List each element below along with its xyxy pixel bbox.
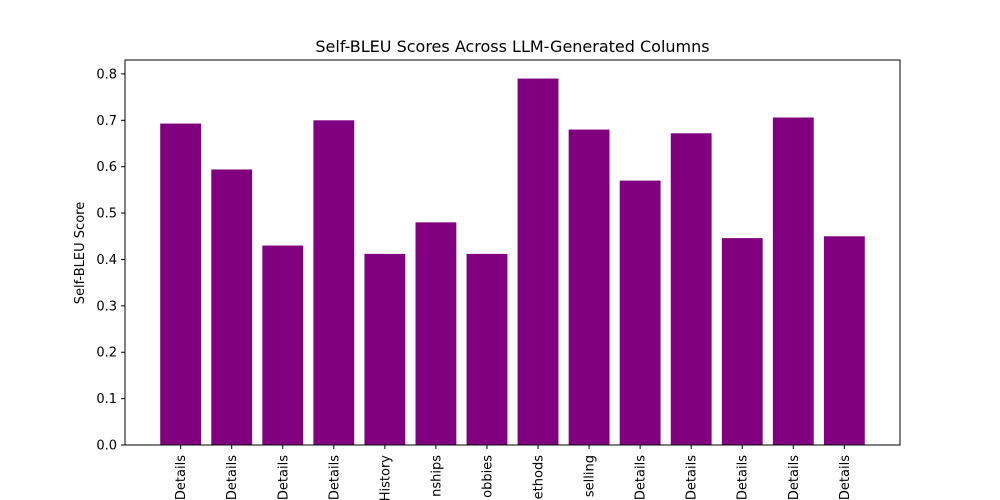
bar-5	[415, 222, 457, 445]
bar-4	[364, 253, 406, 445]
bar-11	[721, 238, 763, 445]
x-tick-label-6: obbies	[480, 455, 495, 498]
y-axis-ticks: 0.0 0.1 0.2 0.3 0.4 0.5 0.6 0.7 0.8	[96, 67, 125, 454]
x-tick-label-1: Details	[225, 455, 240, 500]
x-tick-label-11: Details	[736, 455, 751, 500]
y-tick-label-0: 0.0	[96, 439, 117, 454]
bar-12	[772, 117, 814, 446]
chart-title: Self-BLEU Scores Across LLM-Generated Co…	[315, 37, 709, 56]
x-tick-label-7: ethods	[532, 455, 547, 500]
x-tick-label-4: History	[378, 455, 393, 500]
x-tick-label-8: selling	[583, 455, 598, 497]
x-tick-label-0: Details	[174, 455, 189, 500]
bar-7	[517, 78, 559, 446]
x-tick-label-2: Details	[276, 455, 291, 500]
bar-13	[823, 236, 865, 445]
bars-group	[160, 78, 865, 446]
y-axis-label: Self-BLEU Score	[73, 202, 88, 304]
x-tick-label-12: Details	[787, 455, 802, 500]
plot-frame	[124, 59, 901, 446]
x-tick-label-5: nships	[429, 455, 444, 497]
x-tick-label-10: Details	[685, 455, 700, 500]
bar-0	[160, 123, 202, 446]
y-tick-label-6: 0.6	[96, 160, 117, 175]
bar-10	[670, 133, 712, 445]
bar-2	[262, 245, 304, 445]
y-tick-label-5: 0.5	[96, 207, 117, 222]
bar-1	[211, 169, 253, 445]
x-tick-label-9: Details	[634, 455, 649, 500]
x-tick-label-13: Details	[838, 455, 853, 500]
y-tick-label-2: 0.2	[96, 346, 117, 361]
x-axis-ticks: Details Details Details Details History nship…	[174, 445, 853, 500]
x-tick-label-3: Details	[327, 455, 342, 500]
y-tick-label-4: 0.4	[96, 253, 117, 268]
bar-6	[466, 253, 508, 445]
bar-9	[619, 180, 661, 445]
bar-8	[568, 129, 610, 445]
y-tick-label-7: 0.7	[96, 114, 117, 129]
y-tick-label-8: 0.8	[96, 67, 117, 82]
y-tick-label-3: 0.3	[96, 299, 117, 314]
y-tick-label-1: 0.1	[96, 392, 117, 407]
bar-3	[313, 120, 355, 445]
